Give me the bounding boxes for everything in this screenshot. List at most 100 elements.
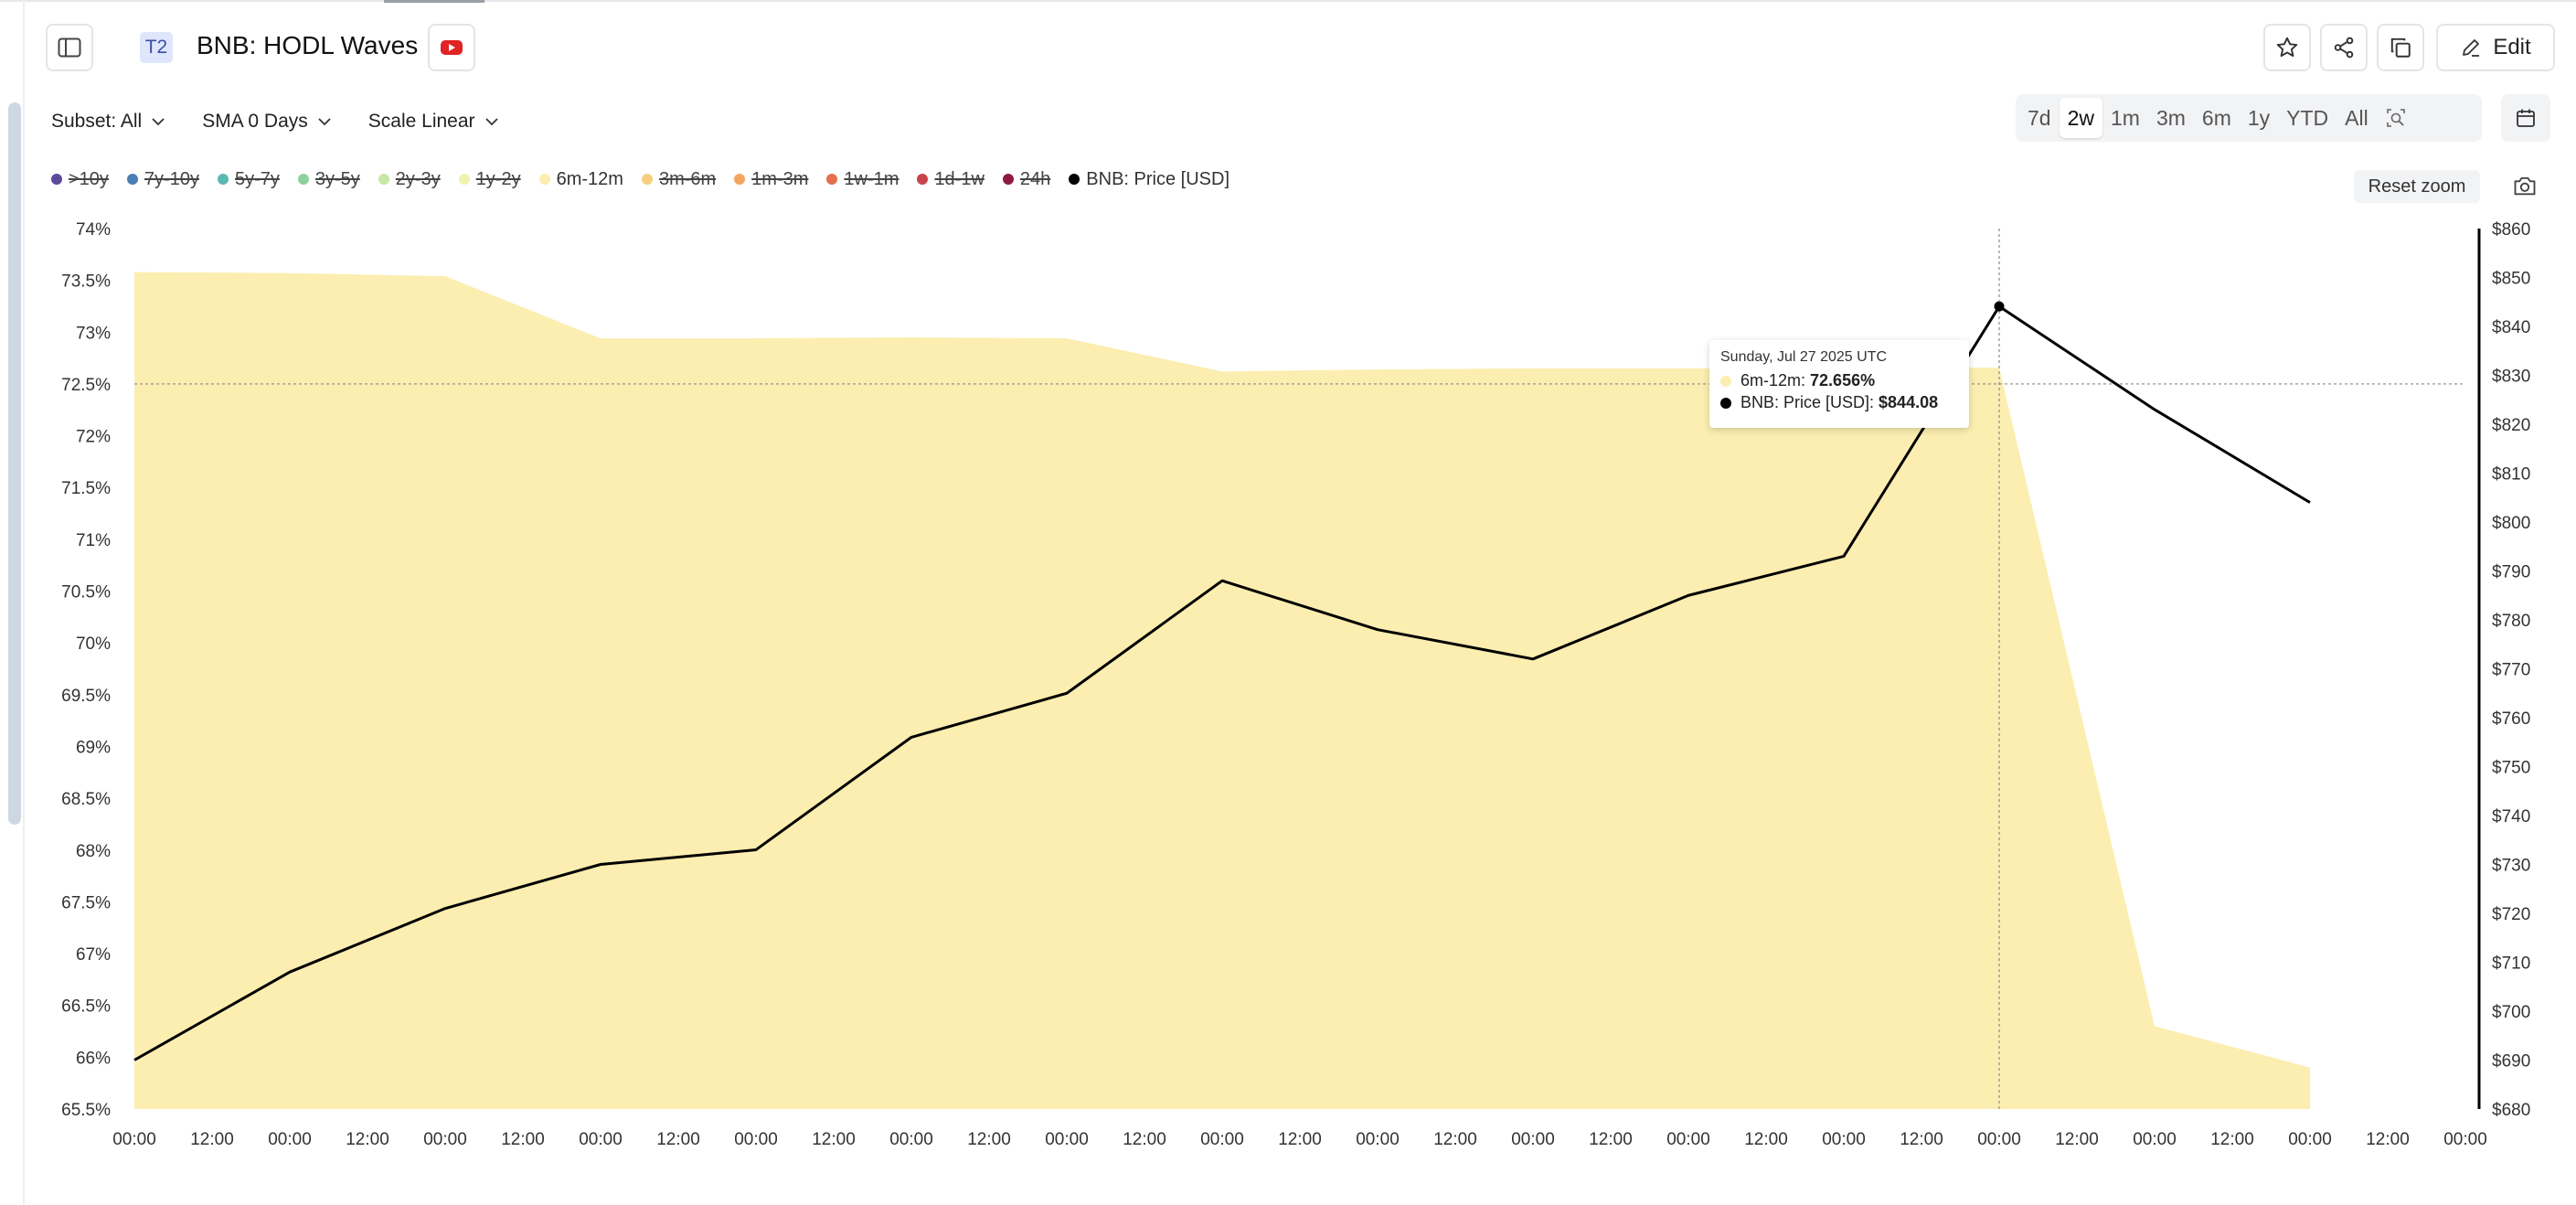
subset-dropdown[interactable]: Subset: All (51, 105, 165, 138)
range-ytd[interactable]: YTD (2286, 105, 2329, 130)
range-3m[interactable]: 3m (2156, 105, 2186, 130)
range-all[interactable]: All (2345, 105, 2368, 130)
legend-item-6[interactable]: 6m-12m (538, 169, 623, 190)
reset-zoom-button[interactable]: Reset zoom (2354, 170, 2480, 203)
legend-item-12[interactable]: BNB: Price [USD] (1069, 169, 1229, 190)
range-6m[interactable]: 6m (2201, 105, 2231, 130)
legend-dot (126, 174, 138, 185)
legend-item-0[interactable]: >10y (51, 169, 109, 190)
vertical-scrollbar[interactable] (8, 102, 21, 825)
y-right-tick-label: $680 (2492, 1101, 2530, 1120)
legend-label: 3m-6m (658, 168, 717, 189)
duplicate-button[interactable] (2377, 24, 2424, 71)
chart-legend: >10y 7y-10y 5y-7y 3y-5y 2y-3y 1y-2y 6m-12m 3m-6… (51, 166, 1229, 192)
share-button[interactable] (2320, 24, 2368, 71)
x-tick-label: 12:00 (1744, 1130, 1788, 1149)
legend-dot (1002, 174, 1014, 185)
chevron-down-icon (318, 118, 331, 126)
sidebar-icon (58, 37, 81, 58)
share-icon (2334, 37, 2354, 59)
y-right-tick-label: $810 (2492, 465, 2530, 485)
range-7d[interactable]: 7d (2028, 105, 2051, 130)
y-left-tick-label: 74% (76, 220, 111, 240)
x-tick-label: 00:00 (889, 1130, 933, 1149)
time-range-selector: 7d 2w 1m 3m 6m 1y YTD All (2016, 94, 2482, 142)
legend-label: 7y-10y (144, 168, 199, 189)
y-right-tick-label: $830 (2492, 368, 2530, 387)
legend-item-5[interactable]: 1y-2y (458, 168, 521, 190)
legend-label: >10y (69, 168, 109, 189)
y-right-tick-label: $700 (2492, 1003, 2530, 1022)
legend-dot (51, 174, 62, 185)
legend-dot (1720, 397, 1731, 409)
pencil-icon (2463, 39, 2480, 57)
tooltip-row-hodl: 6m-12m: 72.656% (1720, 371, 1958, 390)
legend-label: 1y-2y (475, 168, 521, 189)
y-left-tick-label: 68.5% (61, 790, 111, 809)
y-left-tick-label: 70.5% (61, 583, 111, 602)
x-tick-label: 12:00 (2210, 1130, 2254, 1149)
y-right-tick-label: $790 (2492, 563, 2530, 582)
legend-item-9[interactable]: 1w-1m (826, 169, 899, 190)
edit-button[interactable]: Edit (2436, 24, 2555, 71)
legend-item-8[interactable]: 1m-3m (734, 169, 808, 190)
calendar-icon (2517, 109, 2535, 127)
tooltip-series-label: 6m-12m: (1740, 371, 1811, 389)
legend-item-3[interactable]: 3y-5y (297, 169, 360, 190)
y-left-tick-label: 67.5% (61, 893, 111, 912)
range-1y[interactable]: 1y (2247, 105, 2271, 130)
x-tick-label: 00:00 (734, 1130, 778, 1149)
scale-label: Scale Linear (367, 111, 475, 132)
favorite-button[interactable] (2263, 24, 2311, 71)
y-right-tick-label: $720 (2492, 905, 2530, 924)
legend-item-1[interactable]: 7y-10y (126, 168, 199, 190)
zoom-select-button[interactable] (2377, 98, 2415, 138)
x-tick-label: 12:00 (1900, 1130, 1943, 1149)
scale-dropdown[interactable]: Scale Linear (368, 105, 499, 138)
x-tick-label: 00:00 (1822, 1130, 1866, 1149)
camera-button[interactable] (2512, 174, 2539, 199)
y-left-tick-label: 71.5% (61, 479, 111, 498)
y-left-tick-label: 73.5% (61, 272, 111, 292)
star-icon (2276, 37, 2298, 58)
x-tick-label: 00:00 (579, 1130, 623, 1149)
sidebar-toggle-button[interactable] (46, 24, 93, 71)
x-tick-label: 12:00 (190, 1130, 234, 1149)
legend-item-7[interactable]: 3m-6m (641, 168, 717, 190)
sma-dropdown[interactable]: SMA 0 Days (202, 105, 332, 138)
x-tick-label: 00:00 (2288, 1130, 2332, 1149)
legend-dot (458, 174, 470, 185)
youtube-button[interactable] (428, 24, 475, 71)
x-tick-label: 12:00 (1278, 1130, 1322, 1149)
x-tick-label: 00:00 (1356, 1130, 1400, 1149)
tooltip-series-value: $844.08 (1879, 393, 1939, 411)
x-tick-label: 00:00 (112, 1130, 156, 1149)
chart-controls: Subset: All SMA 0 Days Scale Linear (51, 105, 499, 138)
legend-item-11[interactable]: 24h (1002, 169, 1050, 190)
tooltip-series-value: 72.656% (1810, 371, 1876, 389)
y-left-tick-label: 69% (76, 738, 111, 757)
calendar-button[interactable] (2501, 94, 2550, 142)
range-2w[interactable]: 2w (2059, 98, 2102, 138)
y-right-tick-label: $780 (2492, 612, 2530, 631)
legend-dot (297, 174, 309, 185)
y-left-tick-label: 68% (76, 842, 111, 861)
y-left-tick-label: 71% (76, 531, 111, 550)
x-tick-label: 12:00 (656, 1130, 700, 1149)
y-right-tick-label: $770 (2492, 661, 2530, 680)
legend-label: 1w-1m (844, 168, 899, 189)
legend-dot (538, 174, 550, 185)
tooltip: Sunday, Jul 27 2025 UTC 6m-12m: 72.656% … (1709, 340, 1969, 428)
x-tick-label: 12:00 (2055, 1130, 2099, 1149)
legend-item-2[interactable]: 5y-7y (217, 169, 280, 190)
tooltip-date: Sunday, Jul 27 2025 UTC (1720, 349, 1888, 365)
frame-border (23, 0, 25, 1205)
range-1m[interactable]: 1m (2111, 105, 2140, 130)
x-tick-label: 12:00 (1589, 1130, 1633, 1149)
x-tick-label: 12:00 (2366, 1130, 2410, 1149)
legend-item-4[interactable]: 2y-3y (378, 169, 441, 190)
legend-item-10[interactable]: 1d-1w (917, 169, 985, 190)
copy-icon (2390, 37, 2411, 58)
legend-dot (378, 174, 389, 185)
